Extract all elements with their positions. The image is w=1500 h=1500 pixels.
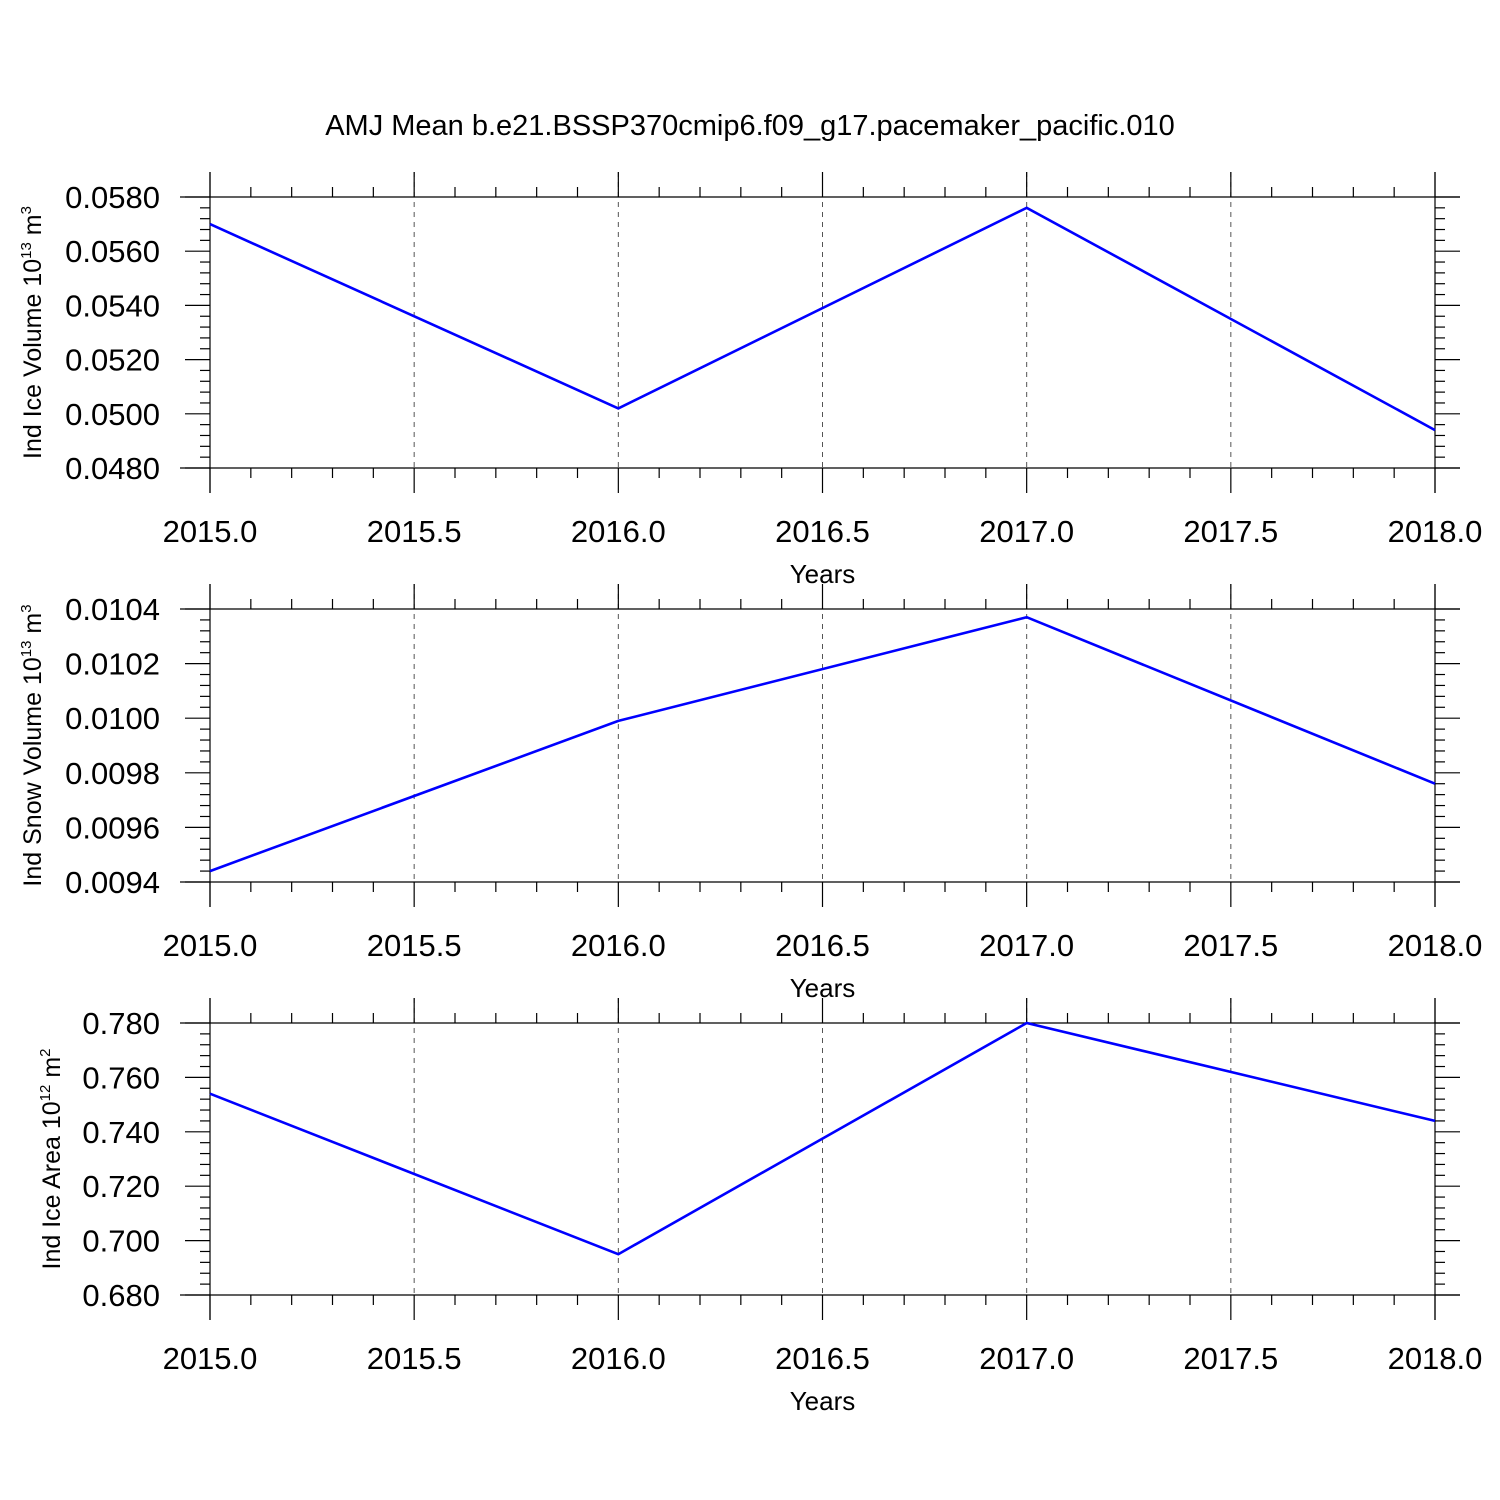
x-tick-label: 2016.5: [775, 928, 870, 963]
y-tick-label: 0.760: [82, 1060, 160, 1095]
x-tick-label: 2015.5: [367, 1341, 462, 1376]
x-tick-label: 2016.0: [571, 514, 666, 549]
y-tick-label: 0.0580: [65, 180, 160, 215]
chart-title: AMJ Mean b.e21.BSSP370cmip6.f09_g17.pace…: [325, 110, 1175, 142]
y-tick-label: 0.0520: [65, 343, 160, 378]
x-axis-title: Years: [790, 1386, 856, 1416]
x-tick-label: 2016.0: [571, 1341, 666, 1376]
x-tick-label: 2017.5: [1183, 1341, 1278, 1376]
data-line: [209, 615, 1436, 873]
x-tick-label: 2018.0: [1388, 1341, 1483, 1376]
y-axis-title: Ind Snow Volume 1013 m3: [18, 604, 47, 886]
y-tick-label: 0.0100: [65, 701, 160, 736]
y-tick-label: 0.700: [82, 1224, 160, 1259]
x-tick-label: 2018.0: [1388, 514, 1483, 549]
data-line: [209, 1021, 1436, 1256]
y-axis-title: Ind Ice Volume 1013 m3: [18, 206, 47, 459]
y-tick-label: 0.740: [82, 1115, 160, 1150]
chart-panel-1: 2015.0 2015.5 2016.0 2016.5 2017.0 2017.5 2018…: [18, 172, 1482, 589]
chart-panel-3: 2015.0 2015.5 2016.0 2016.5 2017.0 2017.5 2018…: [37, 998, 1482, 1416]
y-tick-label: 0.0096: [65, 810, 160, 845]
y-tick-label: 0.0500: [65, 397, 160, 432]
x-tick-label: 2016.5: [775, 514, 870, 549]
x-tick-label: 2017.0: [979, 928, 1074, 963]
x-tick-label: 2017.0: [979, 1341, 1074, 1376]
x-tick-label: 2017.5: [1183, 514, 1278, 549]
y-tick-label: 0.720: [82, 1169, 160, 1204]
y-tick-label: 0.780: [82, 1006, 160, 1041]
x-tick-label: 2017.5: [1183, 928, 1278, 963]
y-axis-title: Ind Ice Area 1012 m2: [37, 1049, 66, 1270]
y-tick-label: 0.0094: [65, 865, 160, 900]
y-tick-label: 0.0102: [65, 647, 160, 682]
chart-panel-2: 2015.0 2015.5 2016.0 2016.5 2017.0 2017.5 2018…: [18, 584, 1482, 1003]
x-tick-label: 2018.0: [1388, 928, 1483, 963]
y-tick-label: 0.0560: [65, 234, 160, 269]
y-tick-label: 0.0098: [65, 756, 160, 791]
x-tick-label: 2015.0: [163, 514, 258, 549]
y-tick-label: 0.0540: [65, 288, 160, 323]
x-tick-label: 2016.5: [775, 1341, 870, 1376]
x-tick-label: 2015.0: [163, 1341, 258, 1376]
x-tick-label: 2015.5: [367, 514, 462, 549]
x-tick-label: 2015.5: [367, 928, 462, 963]
y-tick-label: 0.680: [82, 1278, 160, 1313]
data-line: [209, 206, 1436, 432]
y-tick-label: 0.0480: [65, 451, 160, 486]
x-tick-label: 2015.0: [163, 928, 258, 963]
x-tick-label: 2017.0: [979, 514, 1074, 549]
x-tick-label: 2016.0: [571, 928, 666, 963]
y-tick-label: 0.0104: [65, 592, 160, 627]
